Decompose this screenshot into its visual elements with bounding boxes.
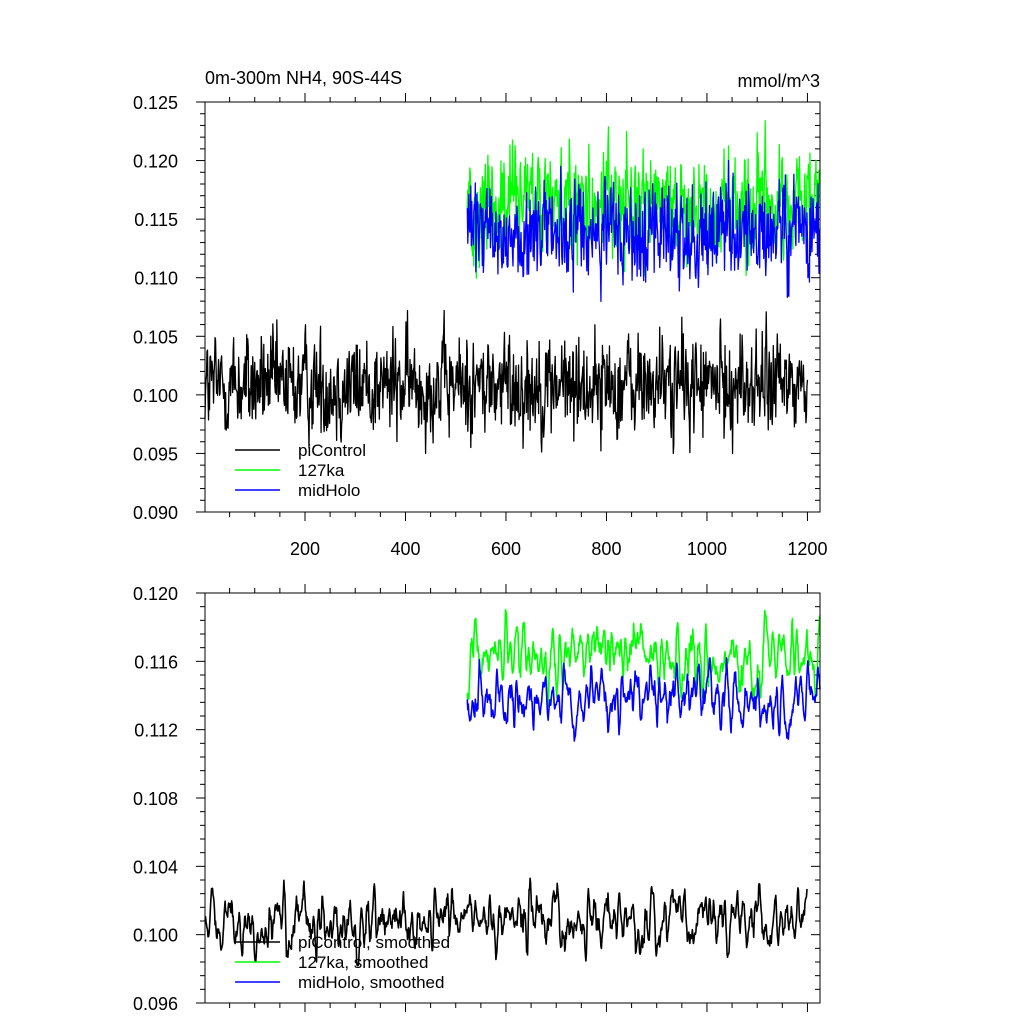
y-tick-label: 0.120 <box>133 152 178 172</box>
y-tick-label: 0.116 <box>134 652 178 672</box>
top-panel: 0m-300m NH4, 90S-44S mmol/m^3 200 400 600 8… <box>133 68 828 559</box>
x-tick-label: 1200 <box>787 539 827 559</box>
series-line-midholo-smoothed <box>466 657 821 742</box>
legend-label: midHolo <box>298 481 360 500</box>
x-tick-label: 600 <box>491 539 521 559</box>
y-tick-label: 0.104 <box>133 857 178 877</box>
x-tick-label: 800 <box>591 539 621 559</box>
x-tick-label: 1000 <box>687 539 727 559</box>
y-tick-label: 0.090 <box>133 503 178 523</box>
chart-units: mmol/m^3 <box>738 71 820 91</box>
x-tick-label: 200 <box>290 539 320 559</box>
y-tick-label: 0.095 <box>133 444 178 464</box>
series-line-127ka-smoothed <box>466 608 821 708</box>
y-tick-label: 0.112 <box>134 721 178 741</box>
bottom-plot-frame <box>204 592 821 1004</box>
legend-label: 127ka, smoothed <box>298 953 428 972</box>
legend-label: midHolo, smoothed <box>298 973 444 992</box>
y-tick-label: 0.108 <box>133 789 178 809</box>
legend-label: piControl, smoothed <box>298 933 450 952</box>
series-line-midholo <box>466 159 821 303</box>
y-tick-label: 0.110 <box>134 269 178 289</box>
series-line-picontrol <box>204 309 809 455</box>
y-tick-label: 0.096 <box>133 994 178 1014</box>
y-tick-label: 0.115 <box>134 210 178 230</box>
legend-label: piControl <box>298 441 366 460</box>
y-tick-label: 0.100 <box>133 386 178 406</box>
x-tick-label: 400 <box>390 539 420 559</box>
legend-label: 127ka <box>298 461 345 480</box>
series-line-picontrol-smoothed <box>204 877 809 967</box>
y-tick-label: 0.120 <box>133 584 178 604</box>
y-tick-label: 0.105 <box>133 327 178 347</box>
y-tick-label: 0.125 <box>133 93 178 113</box>
y-tick-label: 0.100 <box>133 926 178 946</box>
bottom-panel: 0.096 0.100 0.104 0.108 0.112 0.116 0.120 piCo… <box>133 584 821 1014</box>
top-plot-frame <box>204 101 821 513</box>
chart-title: 0m-300m NH4, 90S-44S <box>205 68 402 88</box>
